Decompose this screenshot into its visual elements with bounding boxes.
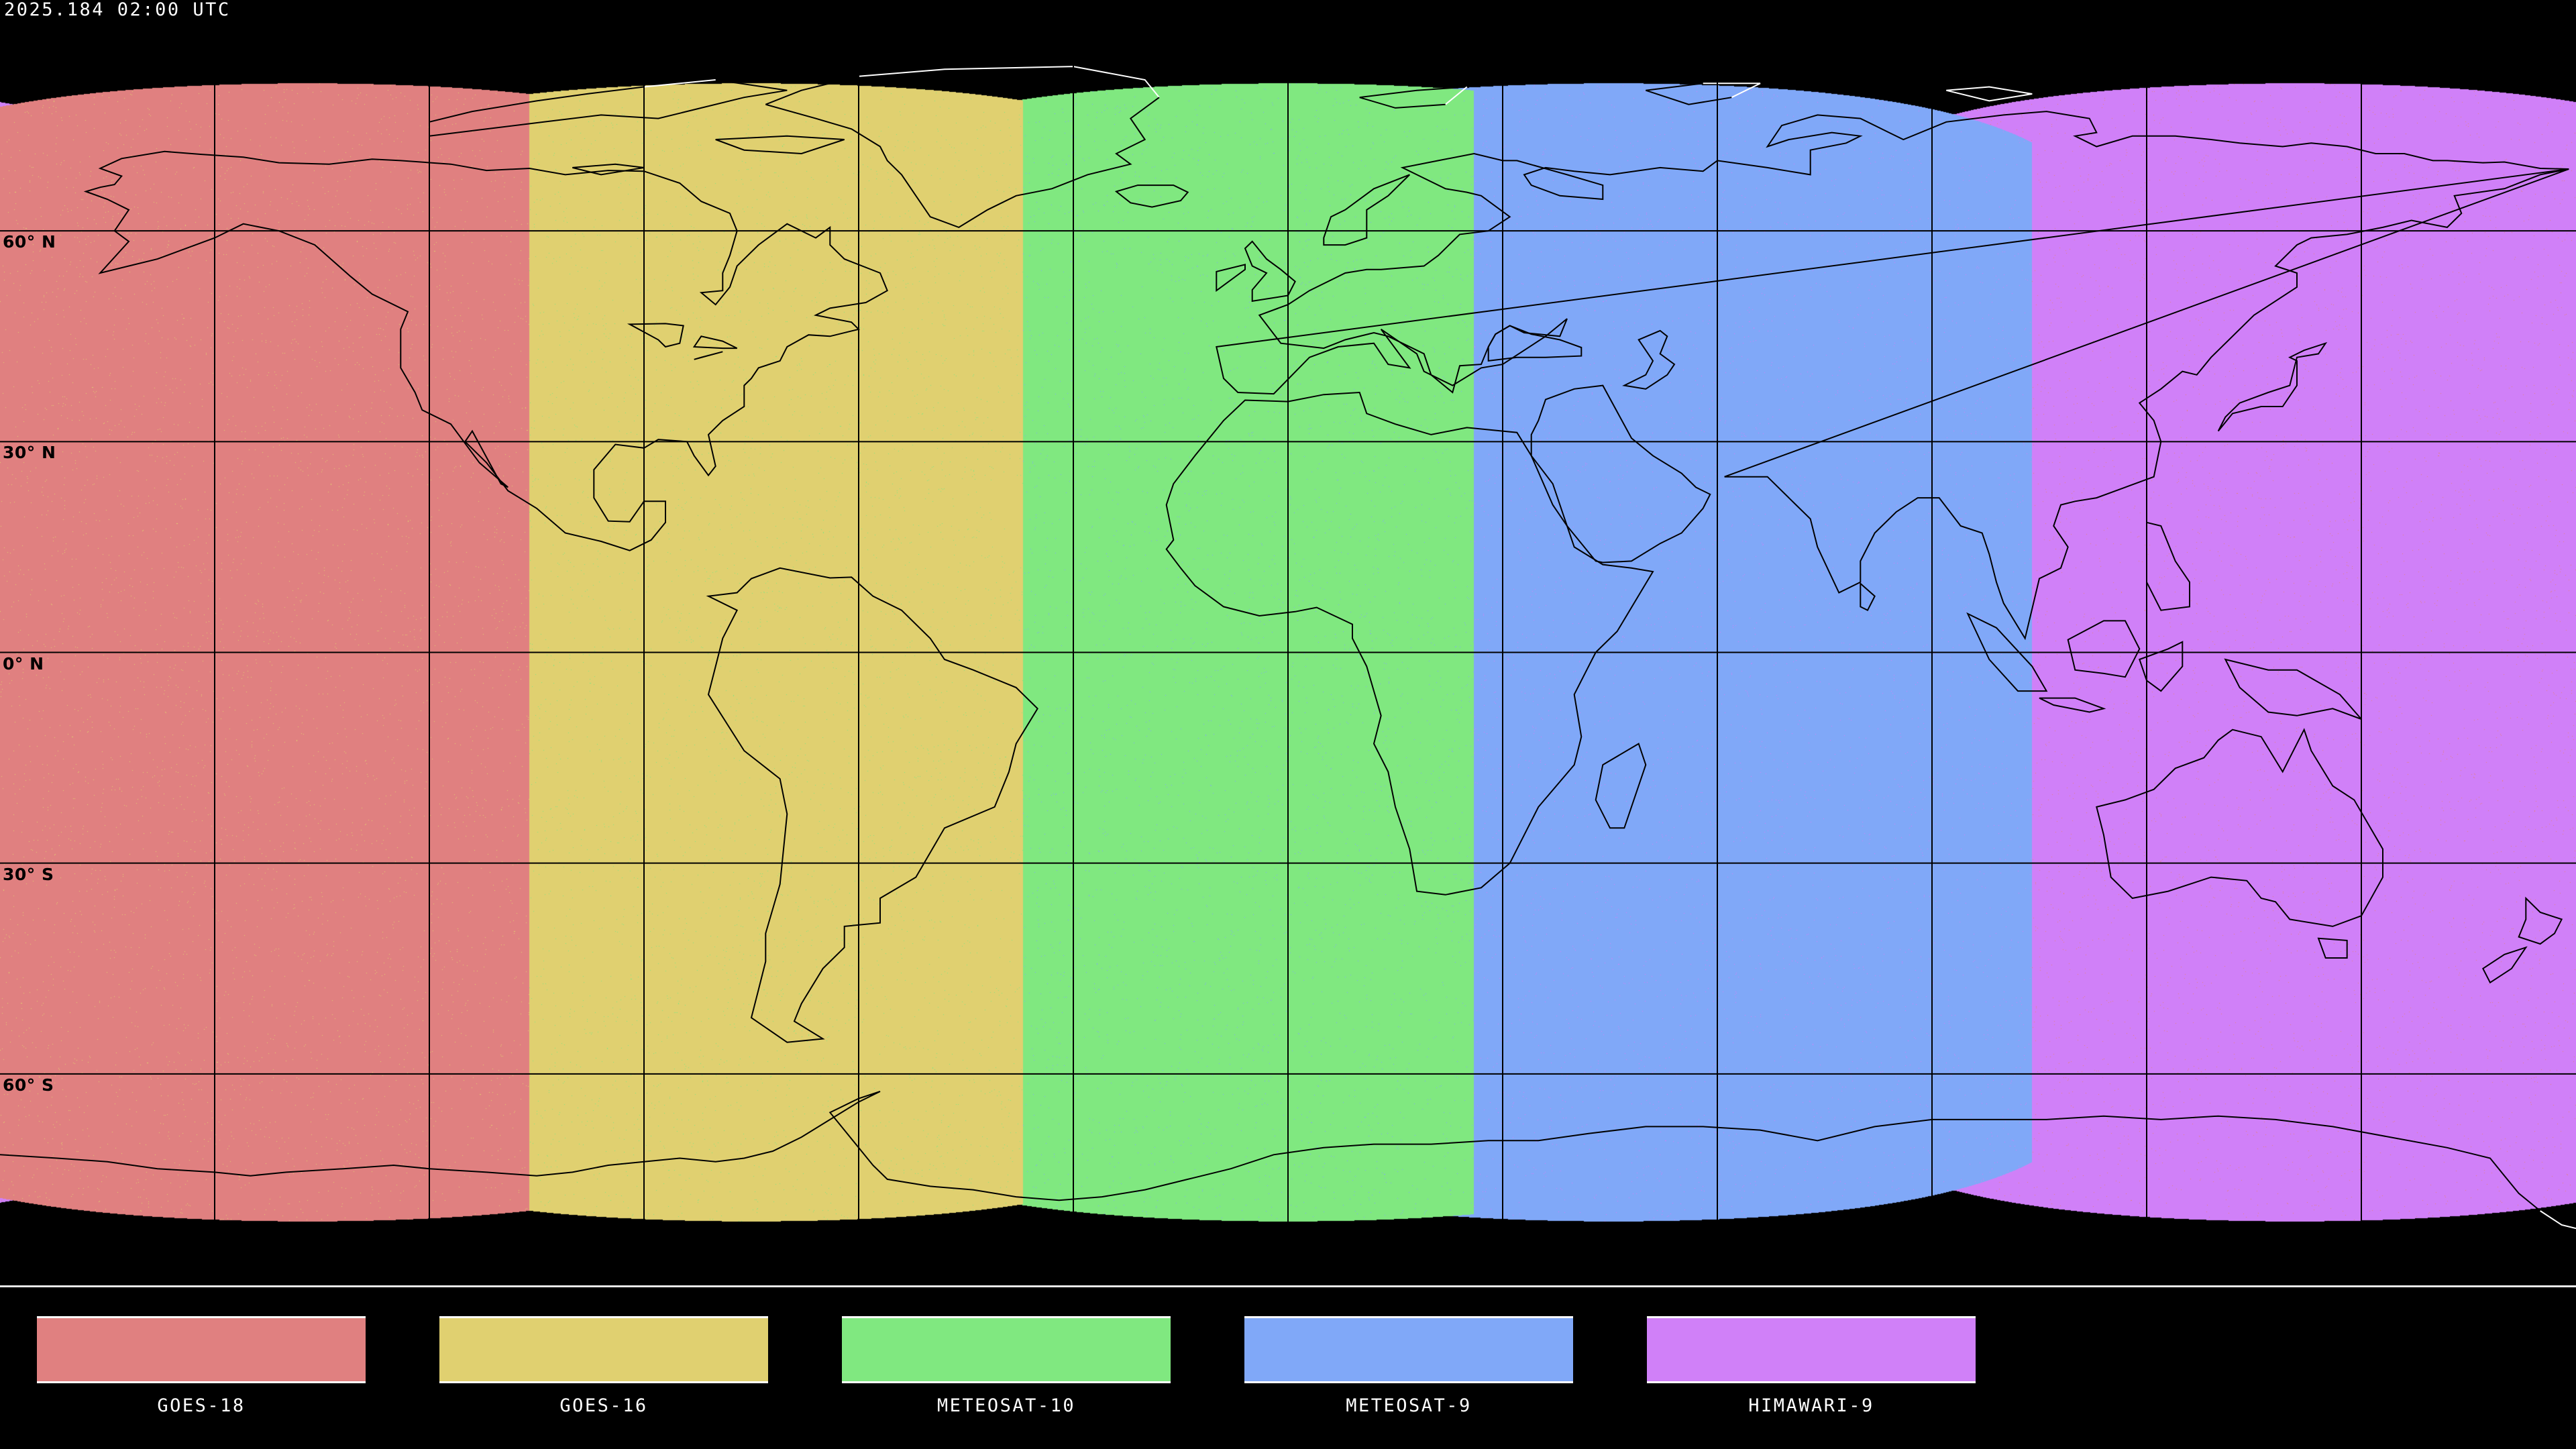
timestamp-label: 2025.184 02:00 UTC [4, 0, 231, 20]
title-bar: 2025.184 02:00 UTC [0, 0, 2576, 20]
legend-swatch-meteosat-9 [1244, 1316, 1573, 1383]
legend-label-goes-18: GOES-18 [37, 1395, 366, 1416]
legend-swatch-himawari-9 [1647, 1316, 1976, 1383]
graticule [0, 20, 2576, 1285]
lat-label-60n: 60° N [3, 233, 56, 252]
lat-label-60s: 60° S [3, 1076, 54, 1095]
legend-label-himawari-9: HIMAWARI-9 [1647, 1395, 1976, 1416]
lat-label-30s: 30° S [3, 865, 54, 884]
lat-label-0n: 0° N [3, 655, 44, 674]
legend-swatch-goes-16 [439, 1316, 768, 1383]
legend-swatch-goes-18 [37, 1316, 366, 1383]
legend-swatch-meteosat-10 [842, 1316, 1171, 1383]
legend-label-goes-16: GOES-16 [439, 1395, 768, 1416]
legend-label-meteosat-10: METEOSAT-10 [842, 1395, 1171, 1416]
coverage-map[interactable]: 60° N 30° N 0° N 30° S 60° S [0, 20, 2576, 1285]
legend: GOES-18 GOES-16 METEOSAT-10 METEOSAT-9 H… [0, 1295, 2576, 1449]
map-legend-divider [0, 1285, 2576, 1287]
lat-label-30n: 30° N [3, 443, 56, 462]
legend-label-meteosat-9: METEOSAT-9 [1244, 1395, 1573, 1416]
coastline-overlay [0, 20, 2576, 1285]
